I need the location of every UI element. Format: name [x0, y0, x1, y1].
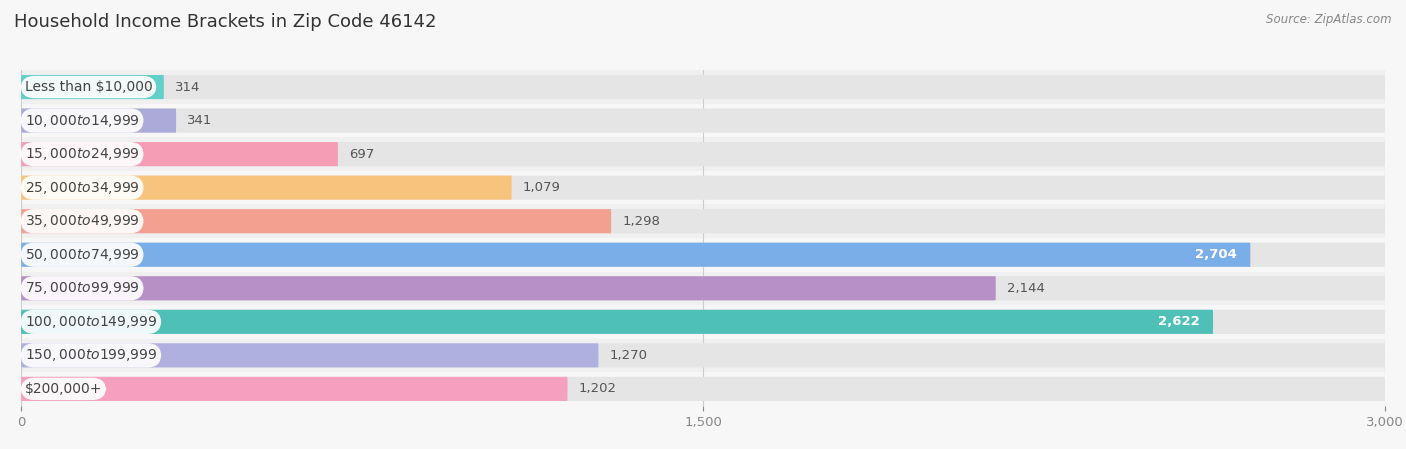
- FancyBboxPatch shape: [21, 242, 1250, 267]
- Bar: [21, 171, 1385, 204]
- FancyBboxPatch shape: [21, 142, 1385, 166]
- FancyBboxPatch shape: [21, 310, 1213, 334]
- FancyBboxPatch shape: [21, 75, 165, 99]
- FancyBboxPatch shape: [21, 377, 568, 401]
- Text: $150,000 to $199,999: $150,000 to $199,999: [25, 348, 157, 363]
- Bar: [21, 339, 1385, 372]
- Bar: [21, 305, 1385, 339]
- Text: Source: ZipAtlas.com: Source: ZipAtlas.com: [1267, 13, 1392, 26]
- Text: 1,079: 1,079: [523, 181, 561, 194]
- Text: 2,144: 2,144: [1007, 282, 1045, 295]
- FancyBboxPatch shape: [21, 209, 1385, 233]
- Text: Less than $10,000: Less than $10,000: [25, 80, 152, 94]
- FancyBboxPatch shape: [21, 209, 612, 233]
- FancyBboxPatch shape: [21, 343, 599, 367]
- Text: 1,270: 1,270: [610, 349, 648, 362]
- Bar: [21, 137, 1385, 171]
- FancyBboxPatch shape: [21, 176, 1385, 200]
- FancyBboxPatch shape: [21, 242, 1385, 267]
- Text: $35,000 to $49,999: $35,000 to $49,999: [25, 213, 139, 229]
- FancyBboxPatch shape: [21, 109, 1385, 132]
- Text: 1,202: 1,202: [579, 383, 617, 396]
- Text: $75,000 to $99,999: $75,000 to $99,999: [25, 280, 139, 296]
- Text: 1,298: 1,298: [623, 215, 661, 228]
- FancyBboxPatch shape: [21, 176, 512, 200]
- Text: $50,000 to $74,999: $50,000 to $74,999: [25, 247, 139, 263]
- Text: $15,000 to $24,999: $15,000 to $24,999: [25, 146, 139, 162]
- Text: Household Income Brackets in Zip Code 46142: Household Income Brackets in Zip Code 46…: [14, 13, 436, 31]
- Text: $10,000 to $14,999: $10,000 to $14,999: [25, 113, 139, 128]
- Bar: [21, 104, 1385, 137]
- Text: $200,000+: $200,000+: [25, 382, 103, 396]
- Bar: [21, 372, 1385, 406]
- FancyBboxPatch shape: [21, 310, 1385, 334]
- Text: $25,000 to $34,999: $25,000 to $34,999: [25, 180, 139, 196]
- Text: 314: 314: [176, 80, 201, 93]
- Text: 697: 697: [349, 148, 374, 161]
- FancyBboxPatch shape: [21, 343, 1385, 367]
- Text: 2,622: 2,622: [1157, 315, 1199, 328]
- Bar: [21, 238, 1385, 272]
- FancyBboxPatch shape: [21, 276, 995, 300]
- Bar: [21, 204, 1385, 238]
- Text: 2,704: 2,704: [1195, 248, 1237, 261]
- FancyBboxPatch shape: [21, 142, 337, 166]
- Bar: [21, 70, 1385, 104]
- FancyBboxPatch shape: [21, 276, 1385, 300]
- Text: 341: 341: [187, 114, 212, 127]
- Bar: [21, 272, 1385, 305]
- FancyBboxPatch shape: [21, 377, 1385, 401]
- Text: $100,000 to $149,999: $100,000 to $149,999: [25, 314, 157, 330]
- FancyBboxPatch shape: [21, 75, 1385, 99]
- FancyBboxPatch shape: [21, 109, 176, 132]
